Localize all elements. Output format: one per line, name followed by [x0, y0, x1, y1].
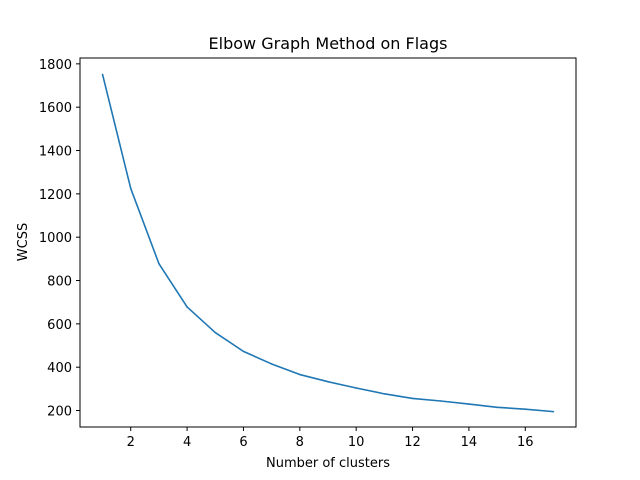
y-tick-label: 1000	[39, 231, 72, 246]
x-tick-label: 16	[517, 435, 534, 450]
x-axis-label: Number of clusters	[266, 456, 390, 471]
axes-frame	[79, 57, 577, 428]
chart-title: Elbow Graph Method on Flags	[209, 34, 448, 53]
data-point	[355, 387, 357, 389]
x-tick-label: 6	[239, 435, 247, 450]
x-tick-label: 2	[127, 435, 135, 450]
data-point	[468, 403, 470, 405]
x-tick-label: 8	[296, 435, 304, 450]
data-point	[186, 306, 188, 308]
data-point	[214, 331, 217, 334]
y-tick-label: 1400	[39, 145, 72, 160]
data-point	[129, 187, 132, 190]
x-tick-label: 12	[404, 435, 421, 450]
y-axis-label: WCSS	[16, 223, 31, 261]
y-tick-label: 1600	[39, 101, 72, 116]
data-point	[383, 393, 386, 395]
y-tick-label: 200	[47, 405, 72, 420]
x-tick-label: 14	[461, 435, 478, 450]
data-point	[158, 262, 160, 265]
y-tick-label: 600	[47, 318, 72, 333]
data-point	[411, 397, 414, 400]
data-point	[439, 400, 442, 402]
data-point	[299, 373, 301, 376]
y-tick-label: 800	[47, 275, 72, 290]
y-tick-label: 400	[47, 361, 72, 376]
plot-area	[101, 73, 555, 413]
data-point	[242, 350, 245, 353]
x-tick-label: 4	[183, 435, 191, 450]
data-point	[524, 408, 527, 411]
data-point	[552, 410, 555, 413]
data-point	[270, 363, 273, 365]
data-point	[496, 406, 498, 409]
x-axis: 2 4 6 8 10 12 14 16	[127, 427, 534, 450]
x-tick-label: 10	[348, 435, 365, 450]
y-tick-label: 1200	[39, 188, 72, 203]
y-tick-label: 1800	[39, 58, 72, 73]
data-point	[101, 73, 104, 76]
y-axis: 200 400 600 800 1000 1200 1400 1600 1800	[39, 58, 80, 420]
data-point	[327, 380, 329, 383]
